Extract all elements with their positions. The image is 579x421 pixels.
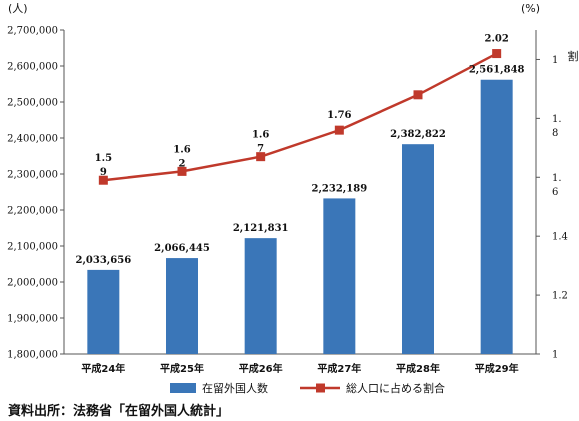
bar: [244, 238, 277, 354]
right-tick-label: 1: [552, 55, 558, 66]
bar-value-label: 2,382,822: [390, 129, 446, 140]
left-tick-label: 2,500,000: [7, 98, 58, 109]
bar: [402, 144, 434, 354]
left-tick-label: 2,600,000: [7, 62, 58, 73]
right-tick-label: 1.2: [552, 291, 568, 302]
bar-series: [87, 79, 513, 355]
bar: [480, 79, 513, 355]
left-axis: (人) 1,800,000 1,900,000 2,000,000 2,100,000 2…: [7, 2, 536, 361]
right-tick-label: 1: [552, 350, 558, 361]
bar: [87, 269, 120, 354]
line-value-label: 1.76: [327, 110, 351, 121]
right-axis-unit: (%): [521, 2, 540, 15]
legend: 在留外国人数 総人口に占める割合: [170, 381, 445, 395]
right-tick-label: 1. 8: [552, 114, 562, 139]
legend-label: 総人口に占める割合: [346, 381, 445, 395]
data-labels: 2,033,656 2,066,445 2,121,831 2,232,189 2,38…: [75, 34, 524, 266]
line-marker: [334, 125, 344, 135]
line-series: [98, 49, 502, 185]
right-tick-label: 1.4: [552, 232, 568, 243]
left-tick-label: 1,900,000: [7, 314, 58, 325]
bar: [323, 198, 356, 354]
source-note: 資料出所：法務省「在留外国人統計」: [8, 404, 230, 419]
legend-label: 在留外国人数: [202, 382, 268, 395]
bar-value-label: 2,232,189: [311, 183, 367, 194]
bar-value-label: 2,066,445: [154, 243, 210, 254]
category-label: 平成25年: [160, 362, 204, 375]
line-value-label: 1.5 9: [95, 153, 112, 178]
line-value-label: 1.6 7: [252, 130, 269, 155]
bar-value-label: 2,561,848: [469, 65, 525, 76]
line-value-label: 1.6 2: [173, 144, 190, 169]
left-tick-label: 2,700,000: [7, 26, 58, 37]
left-tick-label: 2,100,000: [7, 242, 58, 253]
left-tick-label: 2,000,000: [7, 278, 58, 289]
line-marker: [98, 175, 108, 185]
line-path: [103, 52, 498, 182]
bar-value-label: 2,121,831: [233, 223, 289, 234]
bar: [166, 258, 198, 354]
right-tick-label: 1. 6: [552, 173, 562, 198]
category-label: 平成29年: [475, 362, 519, 375]
left-tick-label: 2,300,000: [7, 170, 58, 181]
left-tick-label: 2,200,000: [7, 206, 58, 217]
left-tick-label: 2,400,000: [7, 134, 58, 145]
category-label: 平成24年: [81, 362, 125, 375]
category-label: 平成28年: [396, 362, 440, 375]
legend-bar-swatch: [170, 383, 196, 393]
line-marker: [413, 90, 423, 100]
line-marker: [492, 49, 502, 59]
bar-value-label: 2,033,656: [75, 255, 131, 266]
right-axis-side-label: 割: [568, 49, 579, 63]
category-label: 平成27年: [317, 362, 361, 375]
left-tick-label: 1,800,000: [7, 350, 58, 361]
line-marker: [177, 166, 187, 176]
category-labels: 平成24年 平成25年 平成26年 平成27年 平成28年 平成29年: [81, 362, 518, 375]
category-label: 平成26年: [239, 362, 283, 375]
line-value-label: 2.02: [484, 34, 508, 45]
line-marker: [256, 152, 266, 162]
legend-line-marker: [316, 383, 325, 393]
right-axis: (%)割11.21.41. 61. 81: [521, 2, 579, 361]
left-axis-unit: (人): [8, 2, 28, 15]
